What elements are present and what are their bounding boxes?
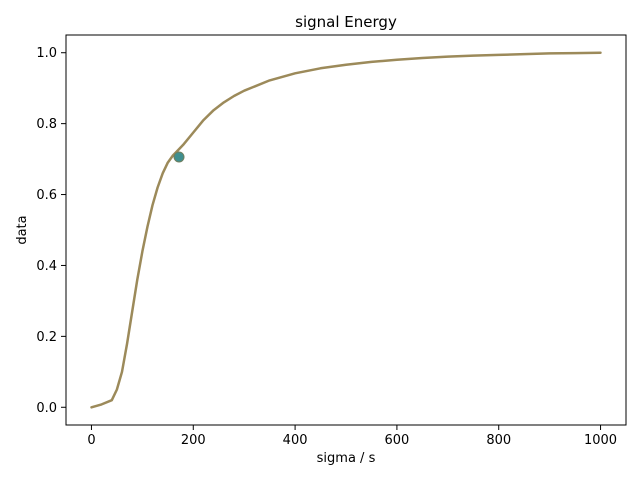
x-tick-label: 800: [486, 433, 511, 448]
y-tick-label: 0.4: [36, 259, 57, 274]
plot-area: [65, 34, 627, 426]
highlight-point: [173, 151, 185, 163]
chart-title: signal Energy: [295, 13, 397, 31]
y-tick-label: 0.0: [36, 401, 57, 416]
x-tick-label: 400: [283, 433, 308, 448]
series-layer: [90, 51, 602, 409]
series-line: [90, 51, 602, 409]
y-axis: 0.0 0.2 0.4 0.6 0.8 1.0: [36, 46, 66, 416]
x-tick-label: 600: [384, 433, 409, 448]
y-tick-label: 1.0: [36, 46, 57, 61]
y-axis-label: data: [15, 215, 30, 244]
x-tick-label: 200: [181, 433, 206, 448]
y-tick-label: 0.2: [36, 330, 57, 345]
x-axis-label: sigma / s: [317, 451, 376, 466]
axes-frame: [65, 34, 627, 426]
y-tick-label: 0.8: [36, 117, 57, 132]
x-tick-label: 1000: [584, 433, 617, 448]
x-tick-label: 0: [87, 433, 95, 448]
y-tick-label: 0.6: [36, 188, 57, 203]
x-axis: 0 200 400 600 800 1000: [87, 425, 617, 448]
